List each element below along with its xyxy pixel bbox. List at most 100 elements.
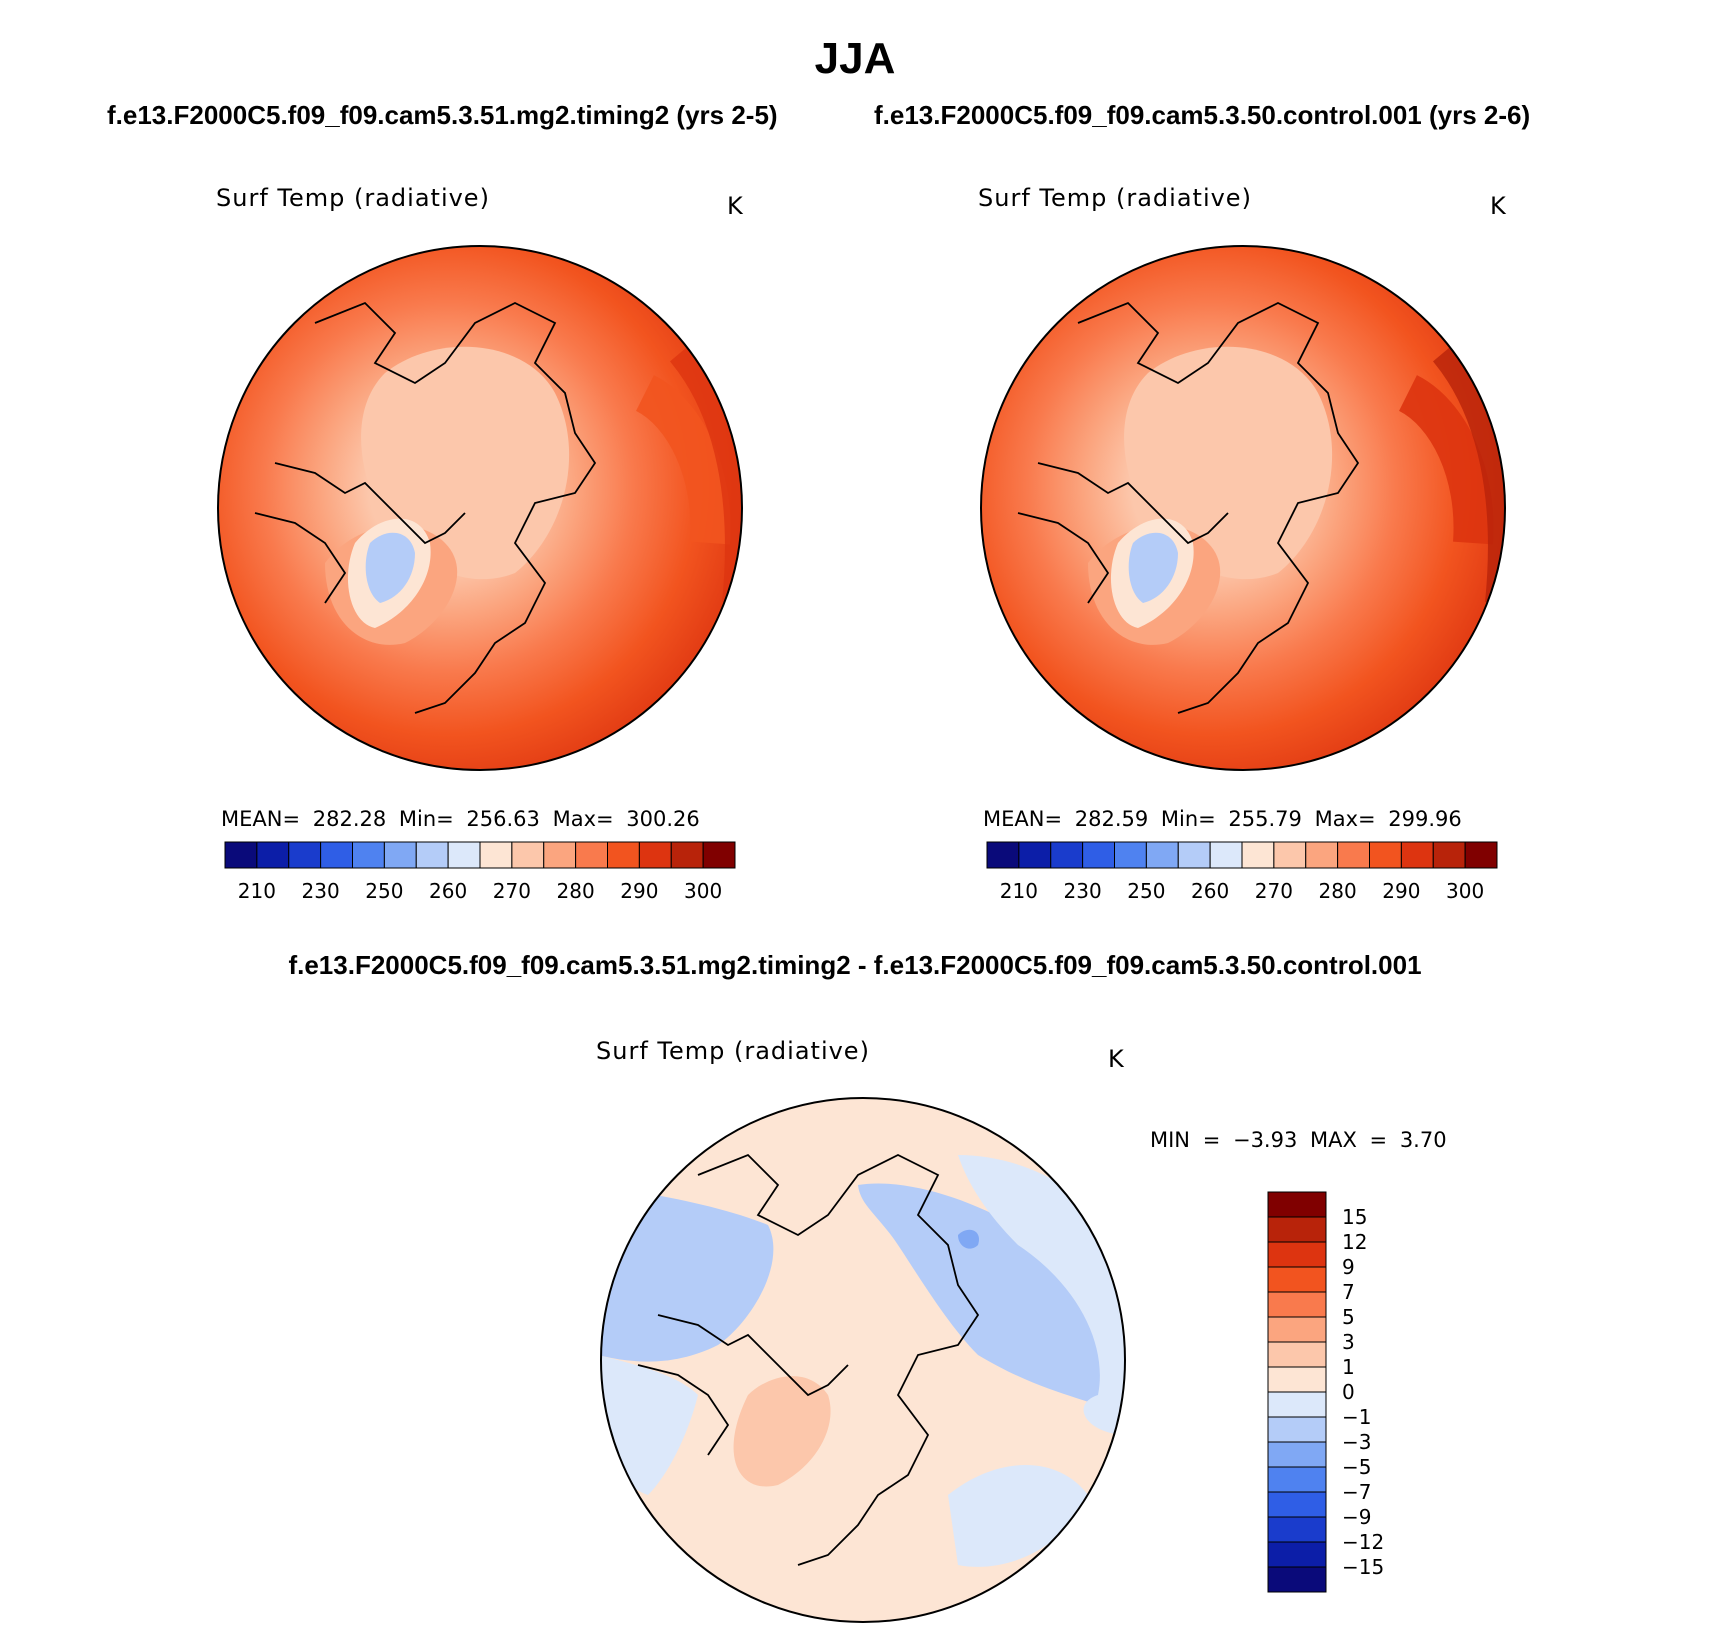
colorbar-b-tick-label: 260 <box>1191 879 1229 903</box>
colorbar-b-swatch <box>1305 841 1339 869</box>
colorbar-diff-tick-label: −15 <box>1342 1555 1384 1579</box>
colorbar-a-swatch <box>511 841 545 869</box>
diff-cold-east <box>858 1183 1106 1405</box>
colorbar-case-b: 210 230 250 260 270 280 290 300 <box>986 841 1498 903</box>
colorbar-b-swatch <box>1241 841 1275 869</box>
colorbar-a-tick-label: 230 <box>302 879 340 903</box>
coastlines <box>254 301 597 714</box>
colorbar-b-swatch <box>1464 841 1498 869</box>
colorbar-b-tick-label: 250 <box>1127 879 1165 903</box>
colorbar-a-swatch <box>543 841 577 869</box>
colorbar-a-swatch <box>638 841 672 869</box>
colorbar-diff-swatch <box>1267 1566 1327 1593</box>
colorbar-a-swatch <box>702 841 736 869</box>
colorbar-diff-tick-label: −9 <box>1342 1505 1371 1529</box>
panel-a-stats: MEAN= 282.28 Min= 256.63 Max= 300.26 <box>221 807 700 831</box>
colorbar-b-tick-label: 290 <box>1382 879 1420 903</box>
colorbar-b-tick-label: 300 <box>1446 879 1484 903</box>
colorbar-a-swatch <box>447 841 481 869</box>
panel-a-variable-label: Surf Temp (radiative) <box>216 184 490 212</box>
colorbar-b-swatch <box>1050 841 1084 869</box>
colorbar-diff-tick-label: 3 <box>1342 1330 1355 1354</box>
colorbar-b-swatch <box>1145 841 1179 869</box>
colorbar-diff-tick-label: 5 <box>1342 1305 1355 1329</box>
panel-b-units-label: K <box>1490 192 1507 220</box>
colorbar-b-swatch <box>1177 841 1211 869</box>
colorbar-a-swatch <box>288 841 322 869</box>
colorbar-case-a: 210 230 250 260 270 280 290 300 <box>224 841 736 903</box>
colorbar-diff-tick-label: −12 <box>1342 1530 1384 1554</box>
diff-cold-west <box>601 1185 774 1362</box>
colorbar-a-swatch <box>224 841 258 869</box>
colorbar-diff-tick-label: 7 <box>1342 1280 1355 1304</box>
case-a-title: f.e13.F2000C5.f09_f09.cam5.3.51.mg2.timi… <box>107 100 778 130</box>
colorbar-a-tick-label: 260 <box>429 879 467 903</box>
colorbar-diff-tick-label: 15 <box>1342 1205 1367 1229</box>
colorbar-diff-tick-label: −5 <box>1342 1455 1371 1479</box>
colorbar-b-swatch <box>1209 841 1243 869</box>
colorbar-diff-swatch <box>1267 1516 1327 1543</box>
polar-map-case-a <box>217 245 743 771</box>
colorbar-a-swatch <box>479 841 513 869</box>
colorbar-diff-swatch <box>1267 1416 1327 1443</box>
colorbar-a-swatch <box>320 841 353 869</box>
colorbar-a-tick-label: 300 <box>684 879 722 903</box>
colorbar-a-tick-label: 250 <box>365 879 403 903</box>
colorbar-a-swatch <box>575 841 608 869</box>
colorbar-diff-tick-label: −3 <box>1342 1430 1371 1454</box>
arctic-warm-region <box>361 346 570 580</box>
polar-map-difference <box>600 1097 1126 1623</box>
colorbar-diff-swatch <box>1267 1316 1327 1343</box>
colorbar-b-tick-label: 210 <box>1000 879 1038 903</box>
colorbar-diff-tick-label: −7 <box>1342 1480 1371 1504</box>
colorbar-diff-swatch <box>1267 1366 1327 1393</box>
colorbar-a-tick-label: 210 <box>238 879 276 903</box>
diff-variable-label: Surf Temp (radiative) <box>596 1037 870 1065</box>
greenland-cold-region <box>365 532 415 603</box>
colorbar-b-swatch <box>1400 841 1434 869</box>
colorbar-b-swatch <box>1082 841 1115 869</box>
colorbar-diff-swatch <box>1267 1241 1327 1268</box>
colorbar-a-swatch <box>352 841 385 869</box>
colorbar-a-swatch <box>256 841 290 869</box>
colorbar-diff-tick-label: 12 <box>1342 1230 1367 1254</box>
colorbar-b-swatch <box>1432 841 1466 869</box>
map-boundary <box>217 245 743 771</box>
colorbar-diff-tick-label: −1 <box>1342 1405 1371 1429</box>
colorbar-diff-tick-label: 9 <box>1342 1255 1355 1279</box>
season-title: JJA <box>814 34 896 83</box>
colorbar-a-swatch <box>415 841 449 869</box>
colorbar-b-swatch <box>1369 841 1402 869</box>
panel-b-variable-label: Surf Temp (radiative) <box>978 184 1252 212</box>
colorbar-b-tick-label: 230 <box>1064 879 1102 903</box>
colorbar-diff-swatch <box>1267 1216 1327 1243</box>
colorbar-diff-swatch <box>1267 1441 1327 1468</box>
diff-warm-greenland <box>733 1376 831 1487</box>
diff-units-label: K <box>1108 1045 1125 1073</box>
colorbar-diff-swatch <box>1267 1541 1327 1568</box>
colorbar-a-tick-label: 270 <box>493 879 531 903</box>
colorbar-b-swatch <box>1018 841 1052 869</box>
panel-b-stats: MEAN= 282.59 Min= 255.79 Max= 299.96 <box>983 807 1462 831</box>
colorbar-diff-swatch <box>1267 1491 1327 1518</box>
colorbar-diff-tick-label: 0 <box>1342 1380 1355 1404</box>
colorbar-a-tick-label: 280 <box>557 879 595 903</box>
colorbar-b-swatch <box>1273 841 1307 869</box>
colorbar-b-tick-label: 280 <box>1319 879 1357 903</box>
colorbar-a-swatch <box>670 841 704 869</box>
colorbar-diff-swatch <box>1267 1466 1327 1493</box>
colorbar-b-tick-label: 270 <box>1255 879 1293 903</box>
panel-a-units-label: K <box>727 192 744 220</box>
colorbar-diff-swatch <box>1267 1341 1327 1368</box>
difference-title: f.e13.F2000C5.f09_f09.cam5.3.51.mg2.timi… <box>288 950 1422 980</box>
colorbar-a-tick-label: 290 <box>620 879 658 903</box>
colorbar-b-swatch <box>1114 841 1147 869</box>
colorbar-b-swatch <box>986 841 1020 869</box>
colorbar-diff-swatch <box>1267 1266 1327 1293</box>
colorbar-diff-swatch <box>1267 1291 1327 1318</box>
case-b-title: f.e13.F2000C5.f09_f09.cam5.3.50.control.… <box>874 100 1531 130</box>
colorbar-diff-tick-label: 1 <box>1342 1355 1355 1379</box>
polar-map-case-b <box>980 245 1506 771</box>
colorbar-b-swatch <box>1337 841 1370 869</box>
